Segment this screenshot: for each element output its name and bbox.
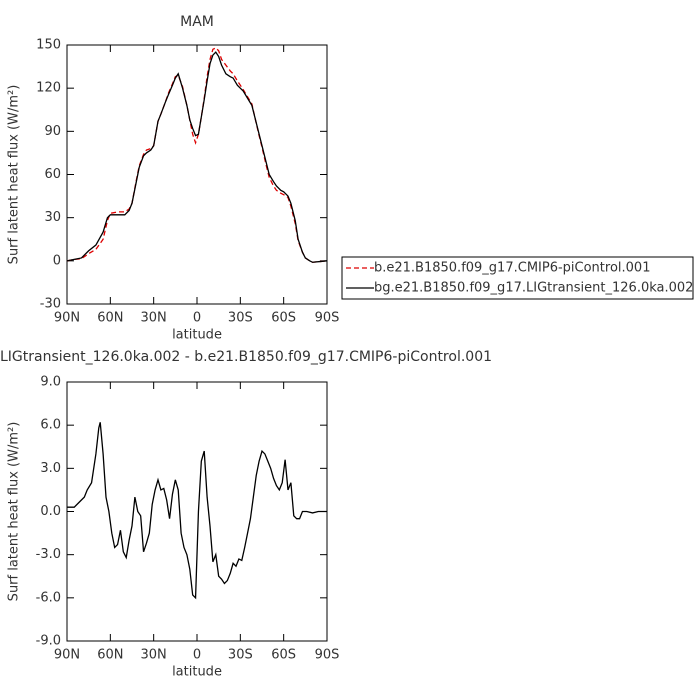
y-tick-label: 60 [44, 167, 61, 182]
y-tick-label: 6.0 [40, 418, 61, 433]
x-axis-label: latitude [172, 328, 222, 343]
legend-label: b.e21.B1850.f09_g17.CMIP6-piControl.001 [374, 261, 650, 276]
y-tick-label: 150 [36, 38, 61, 53]
y-tick-label: 0.0 [40, 504, 61, 519]
y-axis-label: Surf latent heat flux (W/m²) [7, 422, 22, 602]
y-tick-label: 30 [44, 210, 61, 225]
x-tick-label: 30N [141, 648, 167, 663]
data-line [67, 422, 327, 600]
y-tick-label: 120 [36, 81, 61, 96]
x-tick-label: 0 [193, 311, 201, 326]
data-line [66, 47, 328, 263]
plot-frame [66, 381, 328, 642]
y-tick-label: 3.0 [40, 461, 61, 476]
y-tick-label: 9.0 [40, 375, 61, 390]
y-tick-label: -30 [40, 297, 61, 312]
x-axis-label: latitude [172, 665, 222, 680]
x-tick-label: 60N [97, 648, 123, 663]
x-tick-label: 60S [271, 311, 296, 326]
x-tick-label: 30N [141, 311, 167, 326]
x-tick-label: 30S [228, 311, 253, 326]
x-tick-label: 90S [315, 648, 340, 663]
x-tick-label: 90N [54, 311, 80, 326]
chart-title: MAM [180, 14, 214, 30]
y-tick-label: -9.0 [36, 634, 61, 649]
x-tick-label: 0 [193, 648, 201, 663]
x-tick-label: 90S [315, 311, 340, 326]
y-axis-label: Surf latent heat flux (W/m²) [7, 85, 22, 265]
x-tick-label: 60S [271, 648, 296, 663]
legend-box [341, 256, 694, 300]
chart-title: LIGtransient_126.0ka.002 - b.e21.B1850.f… [0, 349, 492, 365]
x-tick-label: 30S [228, 648, 253, 663]
y-tick-label: 0 [53, 253, 61, 268]
x-tick-label: 60N [97, 311, 123, 326]
plot-frame [66, 44, 328, 305]
x-tick-label: 90N [54, 648, 80, 663]
legend-label: bg.e21.B1850.f09_g17.LIGtransient_126.0k… [374, 281, 693, 296]
y-tick-label: -6.0 [36, 590, 61, 605]
y-tick-label: 90 [44, 124, 61, 139]
data-line [66, 51, 328, 263]
y-tick-label: -3.0 [36, 547, 61, 562]
